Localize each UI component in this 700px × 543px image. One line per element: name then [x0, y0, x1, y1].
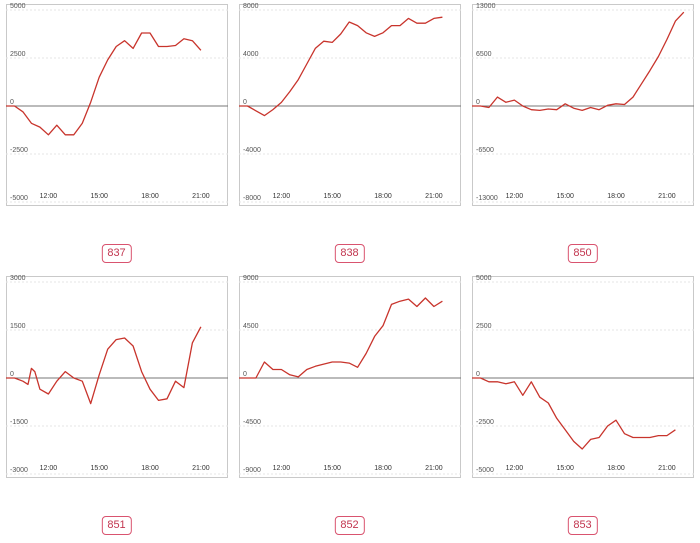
- chart-id-badge[interactable]: 853: [567, 516, 598, 535]
- series-line: [6, 32, 202, 136]
- series-line: [472, 11, 685, 112]
- chart-panel-837: 5000 2500 0 -2500 -5000 12:00 15:00 18:00 21:00 …: [0, 0, 233, 271]
- chart-panel-852: 9000 4500 0 -4500 -9000 12:00 15:00 18:00 21:00 …: [233, 272, 466, 543]
- y-tick-label: 2500: [476, 323, 492, 330]
- x-tick-label: 21:00: [192, 465, 210, 472]
- chart-panel-838: 8000 4000 0 -4000 -8000 12:00 15:00 18:00 21:00 …: [233, 0, 466, 271]
- series-line: [239, 16, 443, 117]
- line-chart-852: 9000 4500 0 -4500 -9000 12:00 15:00 18:00 21:00: [239, 275, 461, 475]
- y-tick-label: -2500: [10, 147, 28, 154]
- line-chart-850: 13000 6500 0 -6500 -13000 12:00 15:00 18:00 21:0…: [472, 3, 694, 203]
- y-tick-label: 4000: [243, 51, 259, 58]
- y-tick-label: -2500: [476, 419, 494, 426]
- y-tick-label: 1500: [10, 323, 26, 330]
- y-tick-label: -4500: [243, 419, 261, 426]
- x-tick-label: 18:00: [374, 193, 392, 200]
- y-tick-label: 0: [243, 99, 247, 106]
- chart-frame: [6, 4, 228, 206]
- x-tick-label: 12:00: [40, 465, 58, 472]
- y-tick-label: -3000: [10, 467, 28, 474]
- x-tick-label: 18:00: [141, 465, 159, 472]
- chart-id-badge[interactable]: 850: [567, 244, 598, 263]
- chart-frame: [472, 276, 694, 478]
- chart-id-badge[interactable]: 838: [334, 244, 365, 263]
- x-tick-label: 18:00: [607, 193, 625, 200]
- y-tick-label: -5000: [476, 467, 494, 474]
- y-tick-label: 0: [10, 371, 14, 378]
- x-tick-label: 15:00: [323, 465, 341, 472]
- series-line: [472, 377, 676, 450]
- y-tick-label: -6500: [476, 147, 494, 154]
- y-tick-label: 13000: [476, 3, 496, 10]
- y-tick-label: 0: [243, 371, 247, 378]
- y-tick-label: 9000: [243, 275, 259, 282]
- line-chart-837: 5000 2500 0 -2500 -5000 12:00 15:00 18:00 21:00: [6, 3, 228, 203]
- x-tick-label: 15:00: [90, 465, 108, 472]
- x-tick-label: 21:00: [658, 465, 676, 472]
- x-tick-label: 18:00: [141, 193, 159, 200]
- chart-id-badge[interactable]: 851: [101, 516, 132, 535]
- chart-id-badge[interactable]: 852: [334, 516, 365, 535]
- x-tick-label: 12:00: [273, 193, 291, 200]
- chart-panel-850: 13000 6500 0 -6500 -13000 12:00 15:00 18:00 21:0…: [466, 0, 699, 271]
- x-tick-label: 21:00: [425, 465, 443, 472]
- x-tick-label: 12:00: [506, 465, 524, 472]
- x-tick-label: 15:00: [556, 193, 574, 200]
- y-tick-label: -8000: [243, 195, 261, 202]
- x-tick-label: 18:00: [607, 465, 625, 472]
- x-tick-label: 12:00: [506, 193, 524, 200]
- chart-panel-851: 3000 1500 0 -1500 -3000 12:00 15:00 18:00 21:00 …: [0, 272, 233, 543]
- y-tick-label: 5000: [476, 275, 492, 282]
- y-tick-label: 4500: [243, 323, 259, 330]
- y-tick-label: -1500: [10, 419, 28, 426]
- y-tick-label: 0: [476, 371, 480, 378]
- x-tick-label: 12:00: [40, 193, 58, 200]
- series-line: [239, 297, 443, 379]
- x-tick-label: 21:00: [192, 193, 210, 200]
- chart-frame: [239, 276, 461, 478]
- y-tick-label: 6500: [476, 51, 492, 58]
- x-tick-label: 15:00: [323, 193, 341, 200]
- y-tick-label: -5000: [10, 195, 28, 202]
- x-tick-label: 18:00: [374, 465, 392, 472]
- y-tick-label: -4000: [243, 147, 261, 154]
- chart-frame: [6, 276, 228, 478]
- chart-frame: [472, 4, 694, 206]
- chart-id-badge[interactable]: 837: [101, 244, 132, 263]
- y-tick-label: 8000: [243, 3, 259, 10]
- x-tick-label: 15:00: [556, 465, 574, 472]
- x-tick-label: 21:00: [658, 193, 676, 200]
- x-tick-label: 12:00: [273, 465, 291, 472]
- chart-frame: [239, 4, 461, 206]
- y-tick-label: 5000: [10, 3, 26, 10]
- y-tick-label: 2500: [10, 51, 26, 58]
- y-tick-label: -9000: [243, 467, 261, 474]
- line-chart-853: 5000 2500 0 -2500 -5000 12:00 15:00 18:00 21:00: [472, 275, 694, 475]
- y-tick-label: 0: [476, 99, 480, 106]
- y-tick-label: -13000: [476, 195, 498, 202]
- y-tick-label: 0: [10, 99, 14, 106]
- x-tick-label: 21:00: [425, 193, 443, 200]
- y-tick-label: 3000: [10, 275, 26, 282]
- chart-panel-853: 5000 2500 0 -2500 -5000 12:00 15:00 18:00 21:00 …: [466, 272, 699, 543]
- line-chart-838: 8000 4000 0 -4000 -8000 12:00 15:00 18:00 21:00: [239, 3, 461, 203]
- x-tick-label: 15:00: [90, 193, 108, 200]
- line-chart-851: 3000 1500 0 -1500 -3000 12:00 15:00 18:00 21:00: [6, 275, 228, 475]
- series-line: [6, 326, 202, 405]
